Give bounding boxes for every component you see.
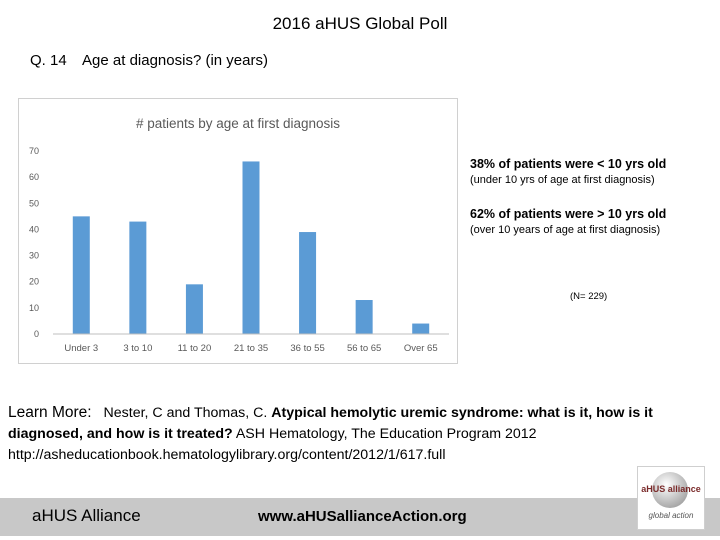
bar-56-to-65 [355,300,373,334]
learn-more-authors: Nester, C and Thomas, C. [103,405,268,421]
stat-under-10: 38% of patients were < 10 yrs old (under… [470,156,715,188]
y-tick-label: 0 [34,329,39,339]
slide-title: 2016 aHUS Global Poll [272,14,448,33]
stats-panel: 38% of patients were < 10 yrs old (under… [470,156,715,256]
learn-more: Learn More: Nester, C and Thomas, C. Aty… [8,402,708,466]
x-tick-label: 21 to 35 [234,343,268,354]
y-tick-label: 60 [29,172,39,182]
chart-canvas: # patients by age at first diagnosis 0 10… [29,116,449,354]
logo-sub: global action [648,511,694,520]
bars [72,161,430,334]
bar-chart: # patients by age at first diagnosis 0 10… [18,98,458,364]
y-tick-label: 20 [29,277,39,287]
learn-more-label: Learn More: [8,404,92,421]
bar-3-to-10 [129,221,147,334]
footer-url[interactable]: www.aHUSallianceAction.org [258,508,467,525]
stat-over-10-sub: (over 10 years of age at first diagnosis… [470,224,661,236]
y-tick-label: 30 [29,251,39,261]
learn-more-url[interactable]: http://asheducationbook.hematologylibrar… [8,447,446,463]
y-tick-label: 40 [29,224,39,234]
chart-title: # patients by age at first diagnosis [136,116,340,131]
learn-more-article-title: Atypical hemolytic uremic syndrome: what… [8,405,653,442]
y-tick-label: 50 [29,198,39,208]
x-tick-label: Over 65 [404,343,438,354]
stat-under-10-head: 38% of patients were < 10 yrs old [470,157,667,171]
sample-size-note: (N= 229) [570,291,608,302]
bar-36-to-55 [299,232,317,334]
footer-bar: aHUS Alliance www.aHUSallianceAction.org [0,498,720,536]
footer-org: aHUS Alliance [32,506,141,525]
logo-text: aHUS alliance [641,484,701,494]
x-tick-label: 56 to 65 [347,343,381,354]
stat-over-10-head: 62% of patients were > 10 yrs old [470,207,667,221]
x-tick-label: 11 to 20 [178,343,212,354]
x-axis-labels: Under 3 3 to 10 11 to 20 21 to 35 36 to 55 56… [64,343,437,354]
question-number: Q. 14 [30,52,67,69]
bar-21-to-35 [242,161,260,334]
learn-more-source: ASH Hematology, The Education Program 20… [235,426,537,442]
stat-over-10: 62% of patients were > 10 yrs old (over … [470,206,715,238]
x-tick-label: 3 to 10 [123,343,152,354]
x-tick-label: 36 to 55 [290,343,324,354]
y-axis-ticks: 0 10 20 30 40 50 60 70 [29,146,39,339]
bar-over-65 [412,323,430,334]
x-tick-label: Under 3 [64,343,98,354]
question-text: Age at diagnosis? (in years) [82,52,268,69]
question: Q. 14 Age at diagnosis? (in years) [30,52,268,69]
bar-under-3 [72,216,90,334]
ahus-alliance-logo: aHUS alliance global action [637,466,705,530]
bar-11-to-20 [185,284,203,334]
stat-under-10-sub: (under 10 yrs of age at first diagnosis) [470,174,655,186]
globe-icon [652,472,688,508]
y-tick-label: 10 [29,303,39,313]
y-tick-label: 70 [29,146,39,156]
